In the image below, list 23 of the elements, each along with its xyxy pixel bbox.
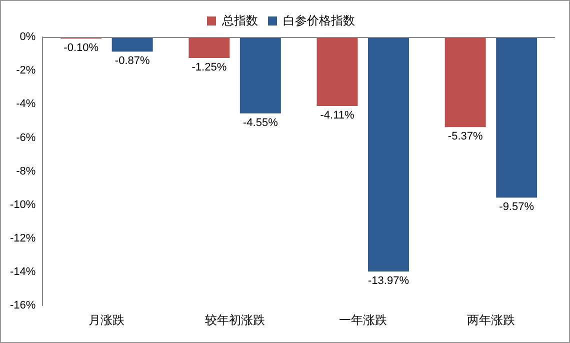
data-label: -0.87%: [114, 55, 150, 68]
y-tick-label: -2%: [16, 64, 36, 77]
x-tick-label: 月涨跌: [88, 313, 125, 328]
x-tick-label: 一年涨跌: [338, 313, 387, 328]
legend-label: 总指数: [221, 13, 258, 28]
data-label: -0.10%: [64, 42, 99, 54]
x-tick-label: 较年初涨跌: [204, 313, 265, 328]
y-tick-label: -16%: [10, 300, 36, 312]
data-label: -9.57%: [499, 201, 534, 214]
y-tick-label: -6%: [16, 132, 36, 144]
data-label: -13.97%: [368, 275, 410, 288]
x-tick-label: 两年涨跌: [466, 313, 515, 328]
legend-label: 白参价格指数: [283, 13, 355, 28]
y-tick-label: -10%: [10, 198, 36, 211]
data-label: -4.55%: [242, 116, 278, 129]
y-tick-label: -8%: [16, 165, 36, 178]
data-label: -1.25%: [192, 62, 227, 74]
y-tick-label: -14%: [10, 266, 36, 278]
y-tick-label: -4%: [16, 98, 36, 110]
data-label: -4.11%: [320, 110, 354, 122]
y-tick-label: 0%: [20, 31, 36, 44]
data-label: -5.37%: [448, 130, 483, 143]
y-tick-label: -12%: [10, 232, 36, 244]
